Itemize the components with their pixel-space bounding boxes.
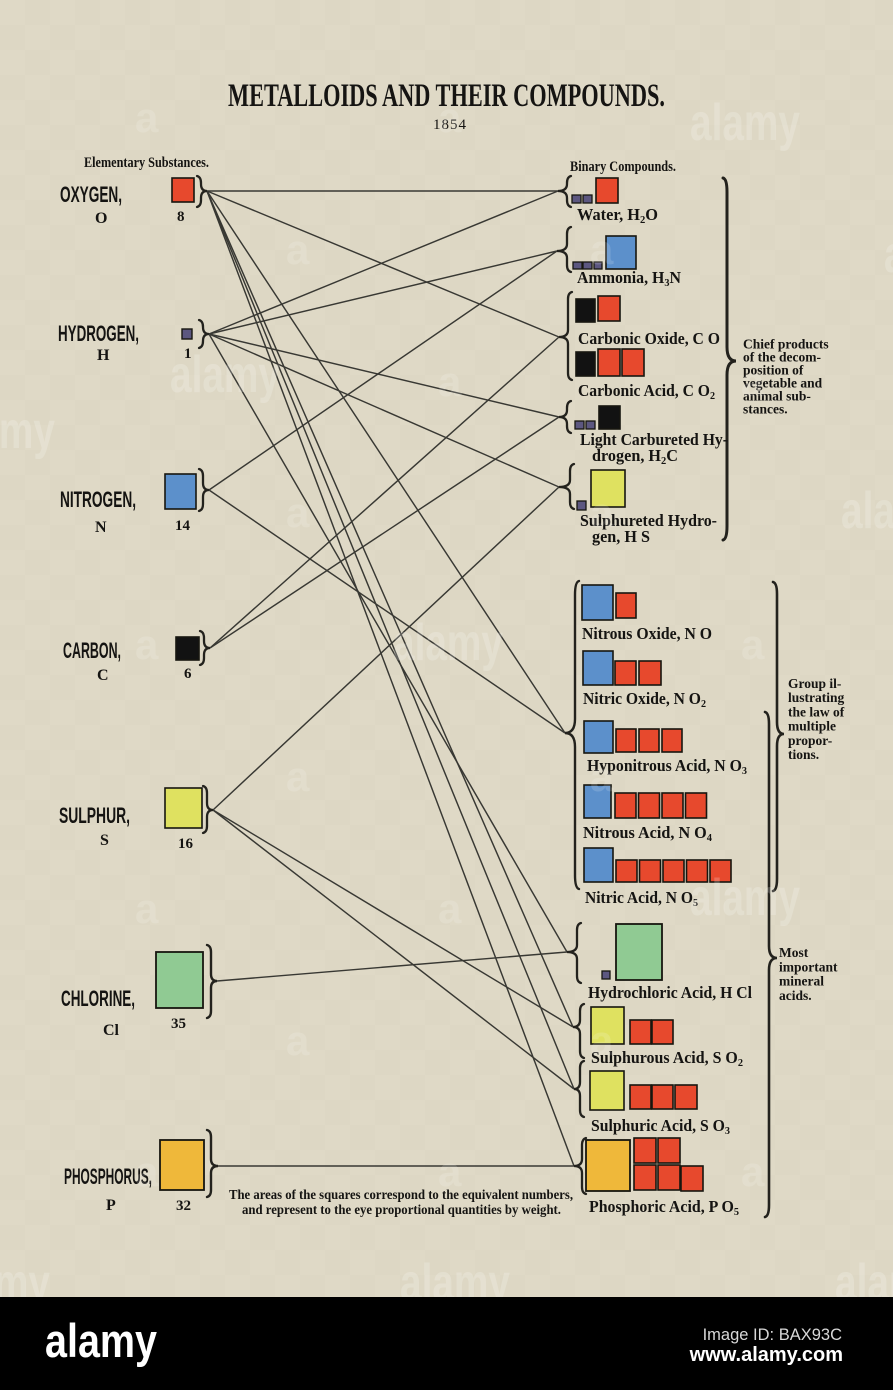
svg-text:1: 1 [184,346,192,362]
svg-text:www.alamy.com: www.alamy.com [689,1344,843,1366]
svg-text:position of: position of [743,363,804,378]
svg-text:PHOSPHORUS,: PHOSPHORUS, [64,1164,152,1189]
svg-text:METALLOIDS AND THEIR COMPOUNDS: METALLOIDS AND THEIR COMPOUNDS. [228,78,665,114]
svg-text:Sulphurous Acid, S O2: Sulphurous Acid, S O2 [591,1048,743,1069]
svg-text:a: a [741,1148,765,1195]
svg-text:stances.: stances. [743,402,788,417]
svg-text:a: a [590,1017,614,1064]
svg-text:Light Carbureted Hy-: Light Carbureted Hy- [580,430,728,449]
svg-text:acids.: acids. [779,988,812,1003]
svg-text:Carbonic Oxide, C O: Carbonic Oxide, C O [578,329,720,348]
svg-text:Phosphoric Acid, P O5: Phosphoric Acid, P O5 [589,1197,739,1218]
svg-text:O: O [95,210,107,227]
svg-text:alamy: alamy [690,869,800,927]
svg-text:alamy: alamy [393,614,503,672]
svg-text:drogen, H2C: drogen, H2C [592,446,678,467]
svg-text:gen, H S: gen, H S [592,527,650,546]
svg-text:Nitric Acid, N O5: Nitric Acid, N O5 [585,888,698,909]
svg-text:vegetable and: vegetable and [743,376,823,391]
svg-text:Elementary Substances.: Elementary Substances. [84,155,209,171]
svg-text:the law of: the law of [788,704,845,719]
svg-text:HYDROGEN,: HYDROGEN, [58,321,139,346]
svg-text:CARBON,: CARBON, [63,638,121,663]
svg-text:a: a [741,621,765,668]
svg-text:tions.: tions. [788,747,819,762]
svg-text:alamy: alamy [0,402,55,460]
svg-text:Nitric Oxide, N O2: Nitric Oxide, N O2 [583,689,706,710]
svg-text:alamy: alamy [841,482,893,540]
svg-text:of the decom-: of the decom- [743,350,821,365]
svg-text:P: P [106,1197,116,1214]
svg-text:14: 14 [175,518,191,534]
svg-text:multiple: multiple [788,719,836,734]
svg-text:6: 6 [184,666,192,682]
svg-text:alamy: alamy [884,226,893,284]
svg-text:S: S [100,832,109,849]
svg-text:a: a [741,358,765,405]
svg-text:Carbonic Acid, C O2: Carbonic Acid, C O2 [578,381,715,402]
svg-text:a: a [590,753,614,800]
svg-text:Hydrochloric Acid, H Cl: Hydrochloric Acid, H Cl [588,983,752,1002]
svg-text:N: N [95,519,107,536]
svg-text:Water, H2O: Water, H2O [577,205,658,226]
svg-text:alamy: alamy [170,346,280,404]
svg-text:Most: Most [779,945,809,960]
svg-text:a: a [590,489,614,536]
svg-text:a: a [438,358,462,405]
svg-text:CHLORINE,: CHLORINE, [61,986,135,1011]
svg-text:C: C [97,667,109,684]
svg-text:Nitrous Acid, N O4: Nitrous Acid, N O4 [583,823,712,844]
svg-text:alamy: alamy [45,1314,157,1367]
svg-text:OXYGEN,: OXYGEN, [60,182,122,207]
svg-text:a: a [438,1148,462,1195]
svg-text:Group il-: Group il- [788,676,841,691]
svg-text:a: a [135,885,159,932]
svg-text:a: a [590,226,614,273]
svg-text:a: a [438,94,462,141]
svg-text:Ammonia, H3N: Ammonia, H3N [577,268,682,289]
svg-text:a: a [135,1148,159,1195]
svg-text:a: a [286,226,310,273]
svg-text:a: a [135,621,159,668]
svg-text:NITROGEN,: NITROGEN, [60,487,136,512]
svg-text:Sulphuric Acid, S O3: Sulphuric Acid, S O3 [591,1116,730,1137]
svg-text:32: 32 [176,1198,191,1214]
svg-text:16: 16 [178,836,194,852]
svg-text:Sulphureted Hydro-: Sulphureted Hydro- [580,511,717,530]
svg-text:propor-: propor- [788,733,832,748]
svg-text:a: a [286,489,310,536]
svg-text:1854: 1854 [433,117,467,133]
svg-text:a: a [286,1017,310,1064]
svg-text:lustrating: lustrating [788,690,845,705]
svg-text:Hyponitrous Acid, N O3: Hyponitrous Acid, N O3 [587,756,747,777]
svg-text:Chief products: Chief products [743,337,829,352]
svg-text:alamy: alamy [690,94,800,152]
svg-text:8: 8 [177,209,185,225]
svg-text:a: a [286,753,310,800]
svg-text:SULPHUR,: SULPHUR, [59,803,130,828]
svg-text:Binary Compounds.: Binary Compounds. [570,159,676,175]
svg-text:and represent to the eye propo: and represent to the eye proportional qu… [242,1202,561,1217]
svg-text:important: important [779,959,838,974]
svg-text:a: a [438,885,462,932]
svg-text:H: H [97,347,110,364]
svg-text:35: 35 [171,1016,186,1032]
svg-text:The areas of the squares corre: The areas of the squares correspond to t… [229,1187,573,1202]
svg-text:Cl: Cl [103,1022,120,1039]
svg-text:animal sub-: animal sub- [743,389,811,404]
svg-text:Nitrous Oxide, N O: Nitrous Oxide, N O [582,624,712,643]
svg-text:Image ID: BAX93C: Image ID: BAX93C [703,1326,842,1344]
svg-text:a: a [135,94,159,141]
svg-text:mineral: mineral [779,974,824,989]
